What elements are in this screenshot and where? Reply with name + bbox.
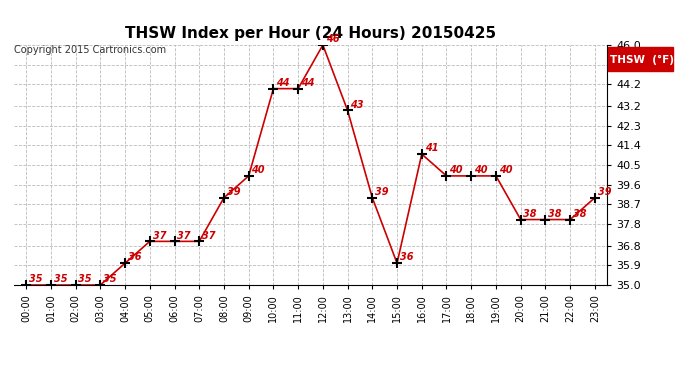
Text: 37: 37 <box>202 231 215 241</box>
Text: 37: 37 <box>152 231 166 241</box>
Text: THSW  (°F): THSW (°F) <box>610 55 674 65</box>
Text: 41: 41 <box>424 143 438 153</box>
Text: 37: 37 <box>177 231 191 241</box>
Text: 39: 39 <box>598 187 611 197</box>
Text: 43: 43 <box>351 100 364 109</box>
Text: Copyright 2015 Cartronics.com: Copyright 2015 Cartronics.com <box>14 45 166 55</box>
Text: 35: 35 <box>29 274 43 284</box>
Text: 40: 40 <box>499 165 512 175</box>
Text: 39: 39 <box>227 187 240 197</box>
Text: 35: 35 <box>79 274 92 284</box>
Text: 38: 38 <box>524 209 537 219</box>
Text: 44: 44 <box>301 78 315 88</box>
Text: 38: 38 <box>573 209 586 219</box>
Text: 38: 38 <box>548 209 562 219</box>
Text: 35: 35 <box>103 274 117 284</box>
Text: 40: 40 <box>251 165 265 175</box>
Text: 36: 36 <box>400 252 413 262</box>
Text: 36: 36 <box>128 252 141 262</box>
Text: 40: 40 <box>449 165 463 175</box>
Text: 44: 44 <box>276 78 290 88</box>
Text: 46: 46 <box>326 34 339 44</box>
Text: 35: 35 <box>54 274 67 284</box>
Title: THSW Index per Hour (24 Hours) 20150425: THSW Index per Hour (24 Hours) 20150425 <box>125 26 496 41</box>
Text: 39: 39 <box>375 187 388 197</box>
Text: 40: 40 <box>474 165 488 175</box>
